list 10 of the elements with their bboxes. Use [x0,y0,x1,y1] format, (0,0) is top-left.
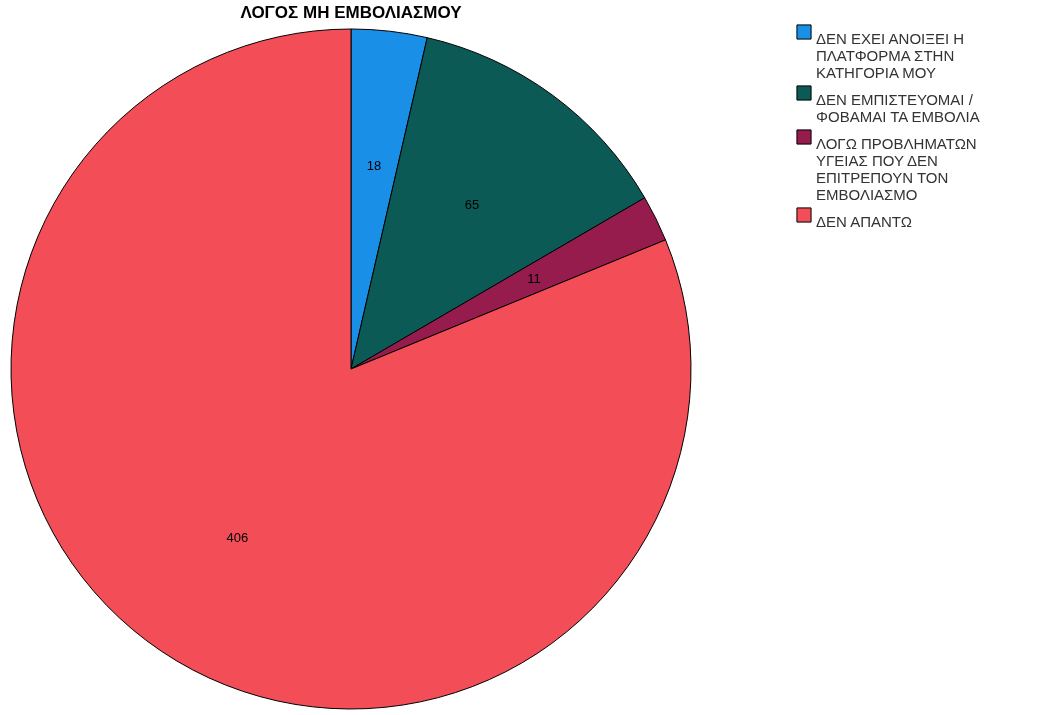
data-label: 11 [527,270,541,286]
data-label: 65 [464,196,480,212]
legend-label: ΔΕΝ ΕΧΕΙ ΑΝΟΙΞΕΙ Η ΠΛΑΤΦΟΡΜΑ ΣΤΗΝ ΚΑΤΗΓΟΡΙΑ ΜΟΥ [816,30,965,81]
pie-slice [10,28,692,710]
legend-label: ΔΕΝ ΑΠΑΝΤΩ [816,213,912,230]
data-label: 18 [366,158,382,174]
data-label: 406 [226,530,249,546]
chart-title: ΛΟΓΟΣ ΜΗ ΕΜΒΟΛΙΑΣΜΟΥ [240,3,463,22]
legend-label: ΔΕΝ ΕΜΠΙΣΤΕΥΟΜΑΙ / ΦΟΒΑΜΑΙ ΤΑ ΕΜΒΟΛΙΑ [816,91,980,125]
legend-label: ΛΟΓΩ ΠΡΟΒΛΗΜΑΤΩΝ ΥΓΕΙΑΣ ΠΟΥ ΔΕΝ ΕΠΙΤΡΕΠΟΥΝ ΤΟΝ ΕΜΒΟΛΙΑΣΜΟ [816,135,977,203]
